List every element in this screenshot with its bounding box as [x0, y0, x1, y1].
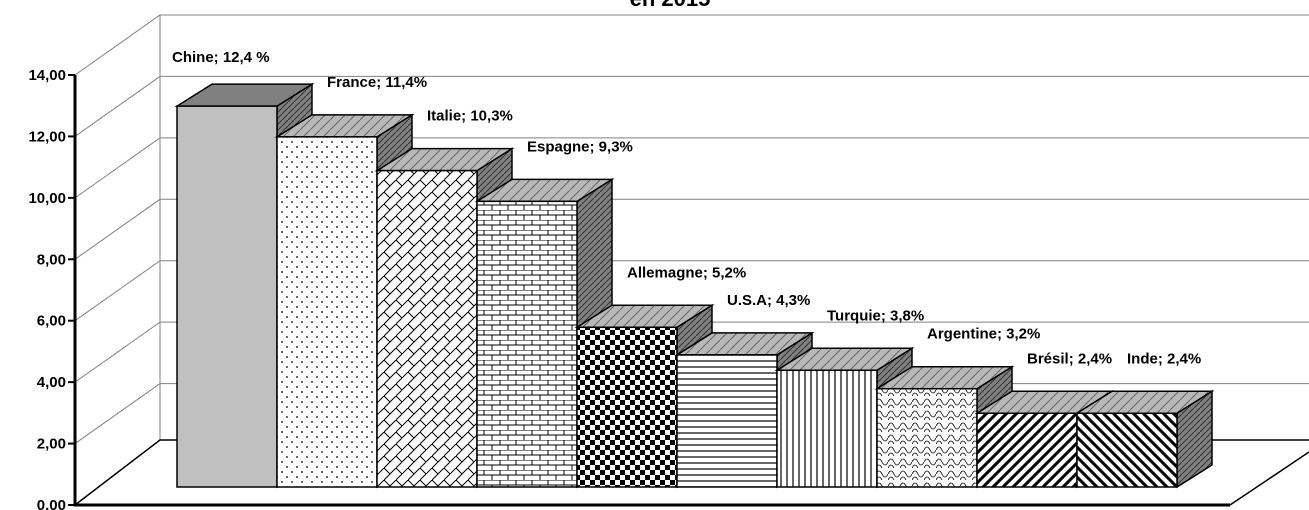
grid-line	[74, 321, 1309, 383]
bar	[176, 105, 278, 488]
bar	[876, 387, 978, 488]
data-label: U.S.A; 4,3%	[727, 292, 810, 309]
data-label: Allemagne; 5,2%	[627, 264, 746, 281]
grid-line	[74, 75, 1309, 137]
data-label: Brésil; 2,4%	[1027, 350, 1112, 367]
bars	[174, 82, 1215, 489]
y-tick-label: 6,00	[37, 313, 66, 330]
y-tick-label: 14,00	[28, 67, 66, 84]
y-tick-label: 8,00	[37, 251, 66, 268]
bar	[376, 169, 478, 488]
data-label: Espagne; 9,3%	[527, 138, 633, 155]
y-tick-label: 0,00	[37, 497, 66, 510]
bar	[576, 326, 678, 488]
y-tick-label: 12,00	[28, 128, 66, 145]
y-tick-label: 10,00	[28, 190, 66, 207]
grid-line	[74, 137, 1309, 199]
data-label: Italie; 10,3%	[427, 108, 513, 125]
data-label: Inde; 2,4%	[1127, 350, 1201, 367]
grid-line	[74, 14, 1309, 76]
y-tick-label: 4,00	[37, 374, 66, 391]
bar	[1076, 412, 1178, 488]
bar	[476, 200, 578, 488]
chart-title: en 2015	[630, 0, 711, 11]
grid	[74, 14, 1309, 444]
bar	[976, 412, 1078, 488]
bar	[776, 369, 878, 488]
bar	[676, 354, 778, 488]
data-label: Turquie; 3,8%	[827, 307, 924, 324]
bar	[276, 136, 378, 488]
y-tick-label: 2,00	[37, 436, 66, 453]
grid-line	[74, 260, 1309, 322]
data-label: Chine; 12,4 %	[172, 49, 270, 66]
data-label: France; 11,4%	[327, 74, 427, 91]
data-label: Argentine; 3,2%	[927, 326, 1040, 343]
grid-line	[74, 198, 1309, 260]
